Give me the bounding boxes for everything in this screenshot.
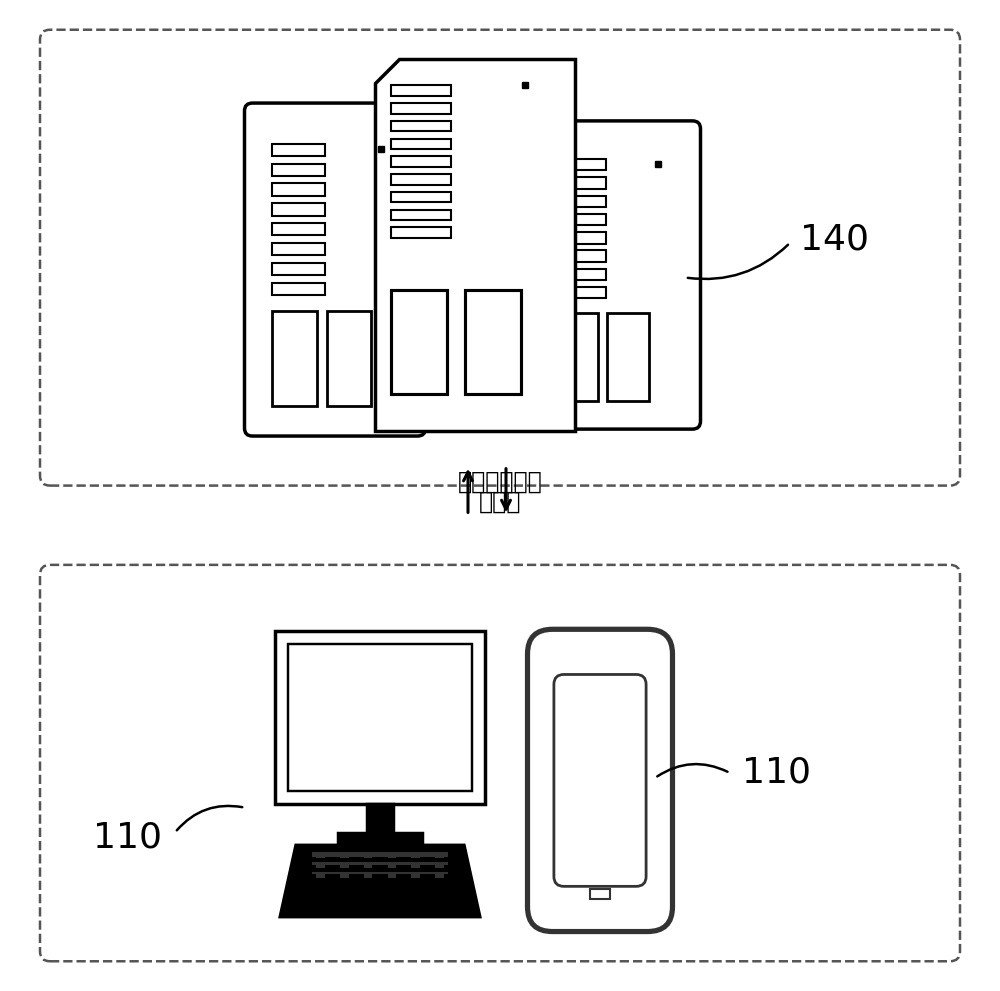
Bar	[272, 311, 317, 406]
Bar	[338, 833, 422, 845]
Bar	[556, 195, 606, 207]
Bar	[272, 144, 325, 157]
Bar	[391, 121, 451, 132]
Bar	[391, 139, 451, 149]
Bar	[372, 865, 388, 870]
Bar	[556, 269, 606, 280]
Bar	[556, 313, 598, 400]
Bar	[396, 873, 411, 878]
Bar	[372, 857, 388, 861]
Bar	[272, 183, 325, 196]
Bar	[327, 311, 371, 406]
Bar	[465, 290, 521, 394]
Bar	[396, 865, 411, 870]
FancyBboxPatch shape	[554, 675, 646, 886]
Bar	[272, 203, 325, 216]
FancyBboxPatch shape	[244, 103, 426, 436]
FancyBboxPatch shape	[528, 629, 672, 932]
Bar	[372, 873, 388, 878]
Bar	[607, 313, 649, 400]
Bar	[391, 227, 451, 238]
Bar	[272, 223, 325, 236]
Bar	[556, 160, 606, 170]
FancyBboxPatch shape	[530, 121, 700, 429]
Bar	[367, 804, 393, 833]
Bar	[325, 857, 340, 861]
Bar	[301, 865, 316, 870]
Bar	[420, 857, 435, 861]
Bar	[272, 282, 325, 295]
Bar	[288, 644, 472, 791]
Bar	[275, 631, 485, 804]
Bar	[391, 103, 451, 114]
Bar	[312, 852, 448, 858]
Bar	[391, 157, 451, 166]
Bar	[391, 290, 447, 394]
Bar	[556, 232, 606, 244]
Text: 140: 140	[800, 223, 869, 257]
Text: 110: 110	[742, 756, 811, 790]
Bar	[391, 192, 451, 202]
Bar	[396, 857, 411, 861]
Bar	[301, 873, 316, 878]
Text: 线网络: 线网络	[479, 490, 521, 513]
Bar	[444, 873, 459, 878]
Bar	[301, 857, 316, 861]
Bar	[391, 85, 451, 96]
Polygon shape	[375, 59, 575, 431]
Bar	[444, 865, 459, 870]
Bar	[325, 873, 340, 878]
Bar	[272, 164, 325, 176]
FancyBboxPatch shape	[40, 565, 960, 961]
Bar	[272, 263, 325, 275]
Bar	[556, 251, 606, 262]
Bar	[590, 889, 610, 899]
Bar	[556, 287, 606, 298]
Bar	[349, 857, 364, 861]
Text: 无线网络或有: 无线网络或有	[458, 470, 542, 494]
Bar	[272, 243, 325, 256]
Bar	[391, 174, 451, 184]
Bar	[420, 873, 435, 878]
Bar	[349, 873, 364, 878]
Bar	[420, 865, 435, 870]
Polygon shape	[280, 845, 480, 917]
Bar	[312, 862, 448, 868]
Bar	[444, 857, 459, 861]
Bar	[325, 865, 340, 870]
Bar	[349, 865, 364, 870]
Text: 110: 110	[93, 821, 162, 854]
Bar	[391, 210, 451, 220]
Bar	[556, 214, 606, 225]
Bar	[312, 872, 448, 878]
Bar	[556, 177, 606, 188]
FancyBboxPatch shape	[40, 30, 960, 486]
